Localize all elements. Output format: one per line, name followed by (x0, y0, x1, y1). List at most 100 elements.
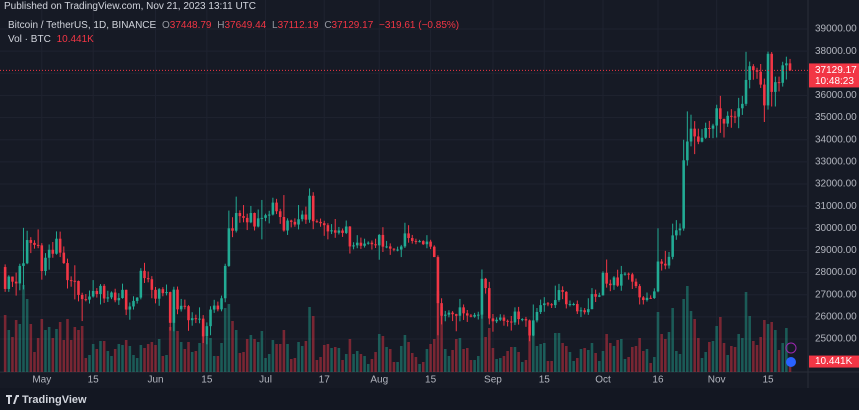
x-tick-label: 15 (762, 375, 774, 386)
volume-bar (282, 330, 286, 372)
volume-bar (524, 360, 528, 372)
candle-body (612, 277, 616, 286)
volume-bar (220, 343, 223, 372)
candles (3, 51, 792, 345)
volume-bar (697, 338, 700, 372)
volume-bar (645, 349, 649, 372)
volume-bar (278, 344, 282, 372)
volume-bar (366, 364, 370, 372)
candle-body (212, 305, 216, 310)
volume-bar (777, 350, 781, 372)
candle-body (656, 261, 660, 292)
volume-bar (245, 339, 249, 372)
candle-body (425, 241, 429, 245)
volume-bar (44, 330, 47, 372)
candle-body (77, 280, 80, 295)
volume-bar (664, 339, 667, 372)
volume-bar (737, 334, 740, 372)
volume-bar (341, 360, 344, 372)
volume-bar (25, 299, 29, 372)
candle-body (234, 213, 238, 231)
volume-bar (418, 364, 421, 372)
volume-bar (414, 357, 418, 372)
volume-bar (110, 356, 113, 372)
candle-body (128, 306, 132, 310)
volume-bar (370, 359, 374, 372)
y-tick-label: 31000.00 (815, 201, 857, 212)
candle-body (256, 218, 260, 227)
volume-bar (557, 333, 561, 372)
volume-bar (653, 357, 656, 372)
candle-body (216, 305, 220, 310)
candle-body (143, 270, 146, 279)
volume-bar (495, 359, 498, 372)
icon (786, 357, 796, 367)
volume-bar (620, 339, 623, 372)
y-tick-label: 26000.00 (815, 312, 857, 323)
candle-body (139, 270, 143, 298)
volume-bar (579, 349, 583, 372)
volume-bar (242, 352, 245, 372)
ohlc-letter: H (217, 20, 225, 31)
candle-body (80, 294, 84, 300)
candle-body (117, 298, 121, 301)
volume-bar (576, 358, 579, 372)
volume-label: 10.441K (815, 356, 853, 367)
volume-bar (154, 345, 157, 372)
candle-body (220, 298, 223, 310)
countdown: 10:48:23 (815, 76, 854, 87)
volume-bar (487, 328, 491, 372)
volume-bar (234, 330, 238, 372)
y-tick-label: 27000.00 (815, 289, 857, 300)
volume-bar (711, 341, 715, 372)
candle-body (759, 71, 762, 85)
ohlc-letter: C (324, 20, 332, 31)
candle-body (396, 249, 399, 251)
volume-bar (80, 326, 84, 372)
x-tick-label: Jul (259, 375, 272, 386)
volume-bar (517, 352, 520, 372)
volume-bar (315, 360, 319, 372)
candle-body (700, 137, 704, 142)
candle-body (51, 249, 55, 254)
volume-bar (69, 340, 73, 372)
volume-bar (161, 356, 165, 372)
volume-bar (14, 320, 18, 372)
volume-bar (605, 334, 608, 372)
candle-body (150, 279, 154, 290)
volume-bar (326, 344, 330, 372)
volume-bar (77, 330, 80, 372)
footer-bar (0, 388, 859, 410)
volume-bar (759, 337, 762, 372)
volume-bar (399, 346, 403, 372)
candle-body (333, 230, 337, 233)
volume-bar (260, 331, 264, 372)
candle-body (62, 252, 66, 264)
candle-body (521, 319, 524, 321)
x-tick-label: 15 (425, 375, 437, 386)
volume-bar (719, 317, 722, 372)
volume-bar (113, 349, 117, 372)
candle-body (179, 305, 183, 310)
volume-bar (374, 352, 377, 372)
volume-value: 10.441K (56, 34, 94, 45)
volume-bar (7, 330, 11, 372)
volume-bar (286, 344, 289, 372)
brand: TradingView (22, 394, 87, 406)
candle-body (198, 318, 201, 320)
candle-body (253, 213, 256, 227)
candle-body (788, 63, 792, 71)
volume-bar (231, 321, 234, 372)
volume-bar (201, 327, 205, 372)
candle-body (260, 217, 264, 219)
candle-body (671, 235, 674, 257)
candle-body (377, 234, 381, 246)
candle-body (47, 249, 51, 258)
volume-bar (304, 341, 308, 372)
y-tick-label: 34000.00 (815, 134, 857, 145)
candle-body (664, 263, 667, 266)
candle-body (697, 136, 700, 142)
candle-body (121, 289, 124, 299)
y-tick-label: 36000.00 (815, 90, 857, 101)
